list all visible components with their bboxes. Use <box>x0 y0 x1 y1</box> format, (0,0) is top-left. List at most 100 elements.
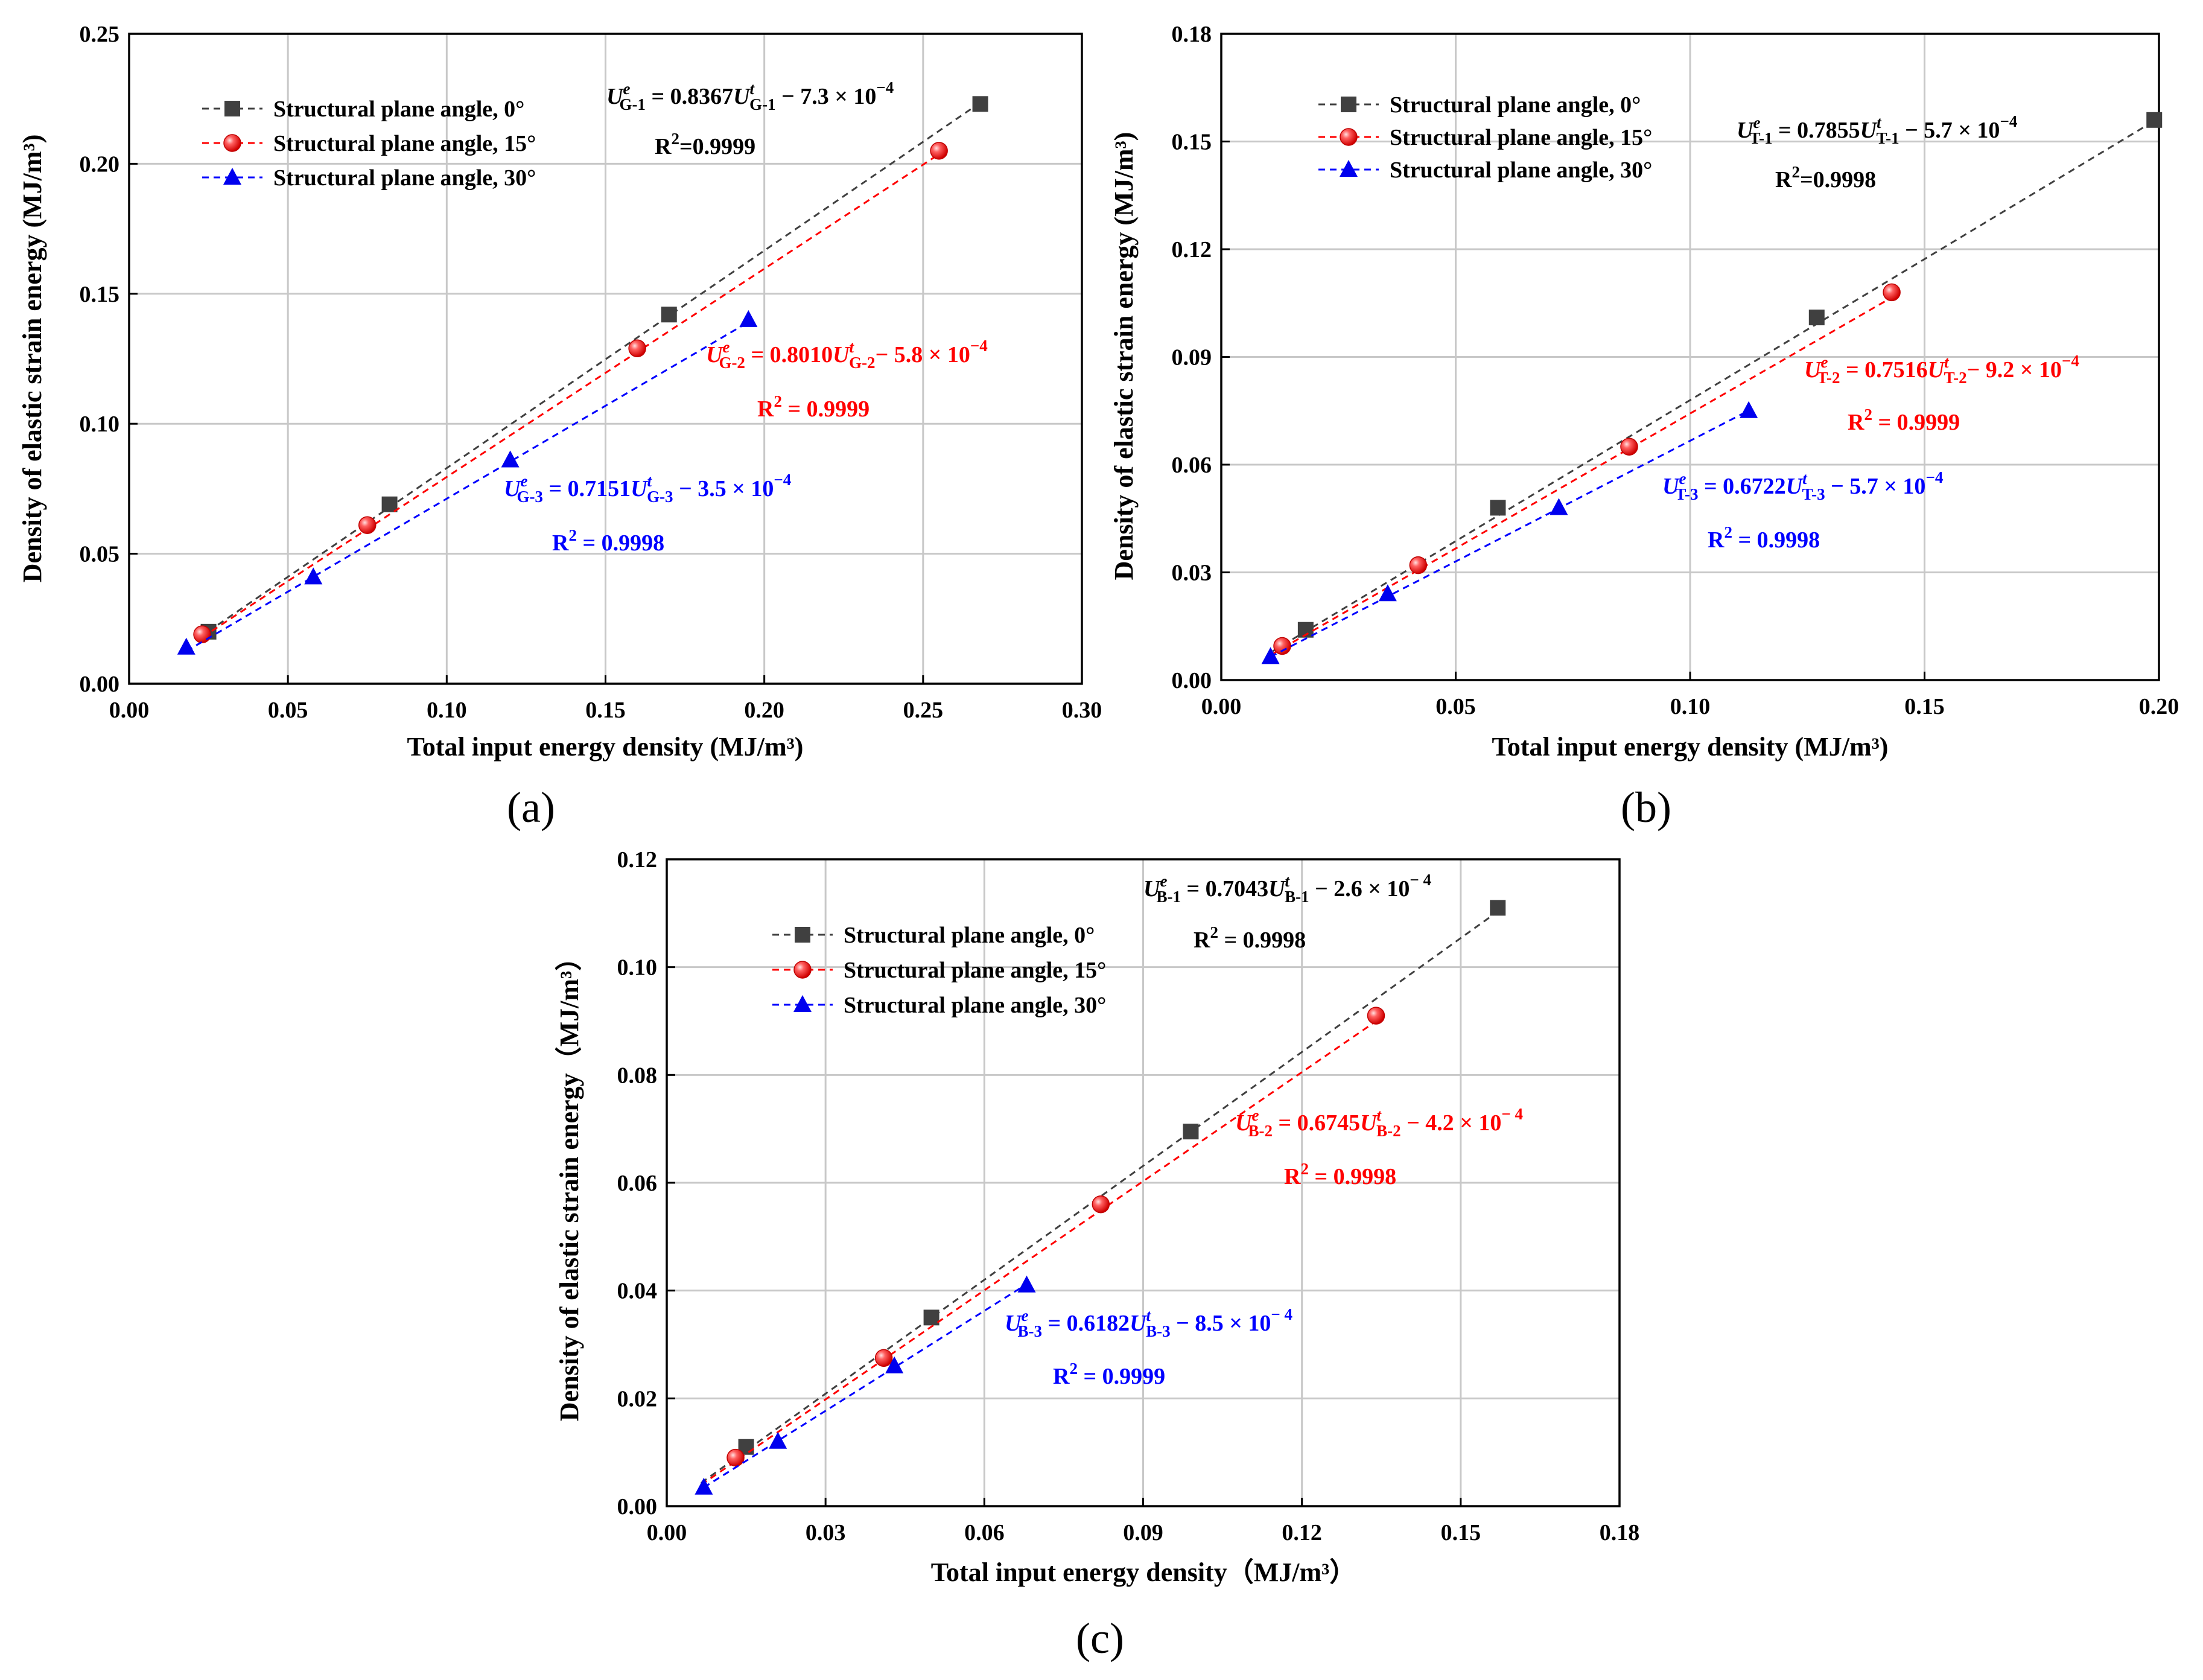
eq-sub: T-3 <box>1675 485 1698 503</box>
eq-coef: = 0.8367 <box>646 84 733 109</box>
eq-sup: e <box>1160 872 1167 890</box>
eq-tail: − 8.5 × 10 <box>1171 1311 1271 1336</box>
legend-label: Structural plane angle, 15° <box>844 958 1106 983</box>
fit-equation: Ue T-3 = 0.6722Ut T-3 − 5.7 × 10−4 <box>1662 468 1943 503</box>
r2-sup: 2 <box>671 130 679 148</box>
r2-value: = 0.9998 <box>1218 928 1306 953</box>
x-tick-label: 0.15 <box>1904 694 1945 719</box>
r2-value: =0.9999 <box>679 134 755 159</box>
y-axis-label: Density of elastic strain energy (MJ/m³) <box>1109 132 1139 581</box>
data-point <box>358 516 377 534</box>
fit-equation: Ue T-1 = 0.7855Ut T-1 − 5.7 × 10−4 <box>1737 112 2017 147</box>
data-point <box>930 142 948 160</box>
data-point <box>1378 584 1397 602</box>
fit-equation: Ue B-1 = 0.7043Ut B-1 − 2.6 × 10− 4 <box>1143 871 1431 906</box>
x-tick-label: 0.00 <box>109 698 150 723</box>
r2-value: = 0.9998 <box>1309 1164 1396 1189</box>
eq-exponent: −4 <box>2062 352 2079 370</box>
y-tick-label: 0.09 <box>1172 345 1212 371</box>
eq-sup: t <box>1877 113 1882 132</box>
x-tick-label: 0.05 <box>268 698 308 723</box>
eq-sup: t <box>1377 1106 1382 1124</box>
eq-sub: T-3 <box>1802 485 1825 503</box>
x-tick-label: 0.00 <box>1201 694 1242 719</box>
fit-line <box>202 153 939 638</box>
x-tick-label: 0.30 <box>1062 698 1102 723</box>
fit-line <box>701 911 1499 1484</box>
r2-value: = 0.9999 <box>1872 410 1960 435</box>
eq-exponent: − 4 <box>1271 1305 1292 1323</box>
r2-value: = 0.9999 <box>782 396 869 422</box>
eq-tail: − 7.3 × 10 <box>776 84 877 109</box>
eq-tail: − 5.7 × 10 <box>1825 474 1926 499</box>
r2-sup: 2 <box>1724 523 1732 541</box>
r2-base: R <box>1053 1364 1070 1389</box>
r2-sup: 2 <box>1069 1360 1078 1378</box>
eq-sub: G-2 <box>719 354 745 372</box>
eq-sub: B-3 <box>1146 1322 1171 1340</box>
eq-symbol: U <box>1860 118 1878 143</box>
fit-line <box>1272 296 1892 655</box>
panel-label: (b) <box>1621 783 1671 832</box>
eq-symbol: U <box>733 84 751 109</box>
r2-base: R <box>1194 928 1210 953</box>
legend-marker <box>223 134 241 152</box>
eq-sub: G-2 <box>849 354 876 372</box>
eq-symbol: U <box>631 476 649 501</box>
r2-sup: 2 <box>568 526 577 544</box>
r2-base: R <box>757 396 774 422</box>
eq-sup: e <box>623 80 630 98</box>
eq-tail: − 2.6 × 10 <box>1309 876 1410 902</box>
eq-exponent: − 4 <box>1501 1105 1523 1123</box>
eq-tail: − 4.2 × 10 <box>1401 1110 1502 1136</box>
r2-value: =0.9998 <box>1800 167 1876 192</box>
legend-marker <box>793 995 812 1012</box>
data-point <box>1883 283 1901 302</box>
data-point <box>661 307 677 323</box>
y-tick-label: 0.15 <box>80 282 120 307</box>
fit-equation: Ue G-1 = 0.8367Ut G-1 − 7.3 × 10−4 <box>606 78 894 113</box>
fit-equation: Ue G-2 = 0.8010Ut G-2− 5.8 × 10−4 <box>706 337 988 372</box>
fit-equation: Ue B-3 = 0.6182Ut B-3 − 8.5 × 10− 4 <box>1005 1305 1292 1340</box>
legend-marker <box>224 101 240 116</box>
eq-exponent: − 4 <box>1410 871 1431 889</box>
r-squared: R2 = 0.9998 <box>552 526 664 556</box>
chart-b: 0.00 0.05 0.10 0.15 0.20 0.00 0.03 0.06 0.09 0.12… <box>1109 22 2179 832</box>
eq-symbol: U <box>1804 357 1822 383</box>
x-axis-label: Total input energy density (MJ/m³) <box>1492 732 1889 762</box>
eq-sup: e <box>1820 353 1828 371</box>
x-tick-label: 0.20 <box>744 698 784 723</box>
eq-sub: B-2 <box>1376 1122 1401 1140</box>
r-squared: R2 = 0.9998 <box>1194 923 1306 953</box>
eq-sub: T-1 <box>1749 129 1772 147</box>
fit-line <box>701 1020 1377 1486</box>
eq-coef: = 0.7516 <box>1840 357 1927 383</box>
r2-sup: 2 <box>1300 1160 1309 1178</box>
x-tick-label: 0.15 <box>1441 1520 1481 1545</box>
eq-coef: = 0.7151 <box>543 476 631 501</box>
data-point <box>1490 900 1506 916</box>
eq-tail: − 5.8 × 10 <box>876 342 970 368</box>
data-point <box>1740 401 1758 418</box>
eq-symbol: U <box>1662 474 1680 499</box>
eq-sub: G-1 <box>619 95 646 113</box>
eq-sub: T-2 <box>1944 369 1967 387</box>
eq-coef: = 0.6722 <box>1698 474 1785 499</box>
x-tick-label: 0.18 <box>1600 1520 1640 1545</box>
x-tick-label: 0.05 <box>1435 694 1476 719</box>
series-0: Structural plane angle, 0° Ue G-1 = 0.8367… <box>200 78 988 640</box>
data-point <box>2146 112 2163 128</box>
x-tick-label: 0.00 <box>647 1520 687 1545</box>
data-point <box>193 625 211 643</box>
data-point <box>1550 498 1568 515</box>
eq-exponent: −4 <box>970 337 988 355</box>
legend-marker <box>793 961 812 979</box>
eq-tail: − 3.5 × 10 <box>673 476 774 501</box>
y-axis-label: Density of elastic strain energy (MJ/m³) <box>17 135 47 583</box>
y-tick-label: 0.04 <box>617 1279 658 1304</box>
data-point <box>1808 310 1825 326</box>
legend-label: Structural plane angle, 0° <box>273 97 524 122</box>
eq-sup: t <box>1944 353 1950 371</box>
r-squared: R2 = 0.9999 <box>757 392 869 422</box>
